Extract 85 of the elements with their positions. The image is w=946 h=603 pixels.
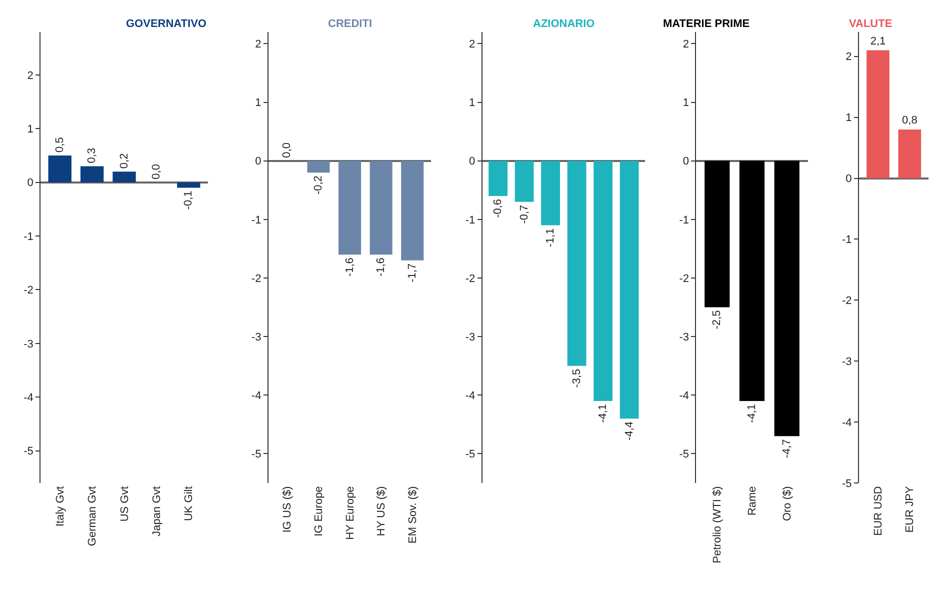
bar [80,166,104,182]
y-tick-label: -5 [251,448,262,461]
y-tick-label: 2 [468,38,476,51]
y-tick-label: 1 [27,123,34,136]
y-tick-label: 0 [27,177,34,190]
y-tick-label: -4 [251,390,262,402]
chart-title: MATERIE PRIME [663,18,750,30]
data-label: 0,0 [150,164,162,180]
bar [112,172,136,182]
y-tick-label: 2 [682,38,689,51]
x-tick-label: IG Europe [313,486,326,536]
data-label: -3,5 [570,368,583,388]
y-tick-label: -3 [251,331,262,344]
data-label: 0,2 [118,153,130,169]
data-label: -0,7 [518,204,530,224]
y-tick-label: -4 [24,392,34,404]
y-tick-label: -2 [24,284,34,297]
y-tick-label: -5 [679,448,689,461]
y-tick-label: -3 [679,331,689,344]
y-tick-label: 0 [846,173,852,186]
y-tick-label: -2 [679,272,689,285]
data-label: -4,4 [623,422,636,440]
y-tick-label: -1 [24,230,34,243]
y-tick-label: 2 [255,38,262,51]
data-label: 0,3 [86,148,98,164]
x-tick-label: Italy Gvt [54,486,66,527]
y-tick-label: -5 [24,446,34,458]
y-tick-label: -2 [465,272,476,285]
y-tick-label: -4 [465,390,476,402]
x-tick-label: German Gvt [86,486,99,546]
y-tick-label: -2 [251,272,262,285]
y-tick-label: -4 [679,390,689,402]
x-tick-label: EUR JPY [904,486,916,533]
y-tick-label: -3 [842,356,852,368]
data-label: -1,1 [544,228,557,248]
data-label: -1,6 [375,258,388,277]
data-label: -4,1 [597,404,610,423]
y-tick-label: 0 [255,156,262,168]
x-tick-label: IG US ($) [282,486,294,533]
y-tick-label: 1 [846,112,852,124]
y-tick-label: 1 [255,97,262,110]
bar [48,155,72,182]
data-label: -4,7 [780,439,793,458]
data-label: -1,6 [344,258,356,277]
y-tick-label: -1 [251,214,262,226]
x-tick-label: EM Sov. ($) [406,486,419,544]
y-tick-label: -4 [842,416,852,429]
x-tick-label: Petrolio (WTI $) [712,486,724,564]
x-tick-label: US Gvt [118,486,131,522]
x-tick-label: UK Gilt [183,486,196,522]
data-label: 0,8 [902,114,918,127]
x-tick-label: HY US ($) [376,486,388,536]
y-tick-label: 1 [468,97,476,110]
y-tick-label: -5 [842,478,852,490]
data-label: -4,1 [746,404,758,423]
y-tick-label: 2 [846,51,852,64]
data-label: 2,1 [870,35,886,48]
data-label: -2,5 [711,310,724,330]
chart-title: CREDITI [328,18,372,30]
chart-title: VALUTE [849,18,892,30]
x-tick-label: Oro ($) [781,486,794,522]
bar [177,182,200,188]
y-tick-label: 0 [468,156,476,168]
data-label: -0,1 [182,190,195,210]
y-tick-label: 1 [682,97,689,110]
y-tick-label: -2 [842,295,852,308]
x-tick-label: Japan Gvt [151,486,164,536]
x-tick-label: EUR USD [872,486,885,536]
data-label: -0,2 [312,176,324,195]
y-tick-label: -3 [465,331,476,344]
y-tick-label: 2 [27,70,34,82]
chart-title: AZIONARIO [533,18,596,30]
x-tick-label: HY Europe [344,486,356,540]
y-tick-label: -1 [465,214,476,226]
chart-title: GOVERNATIVO [126,18,207,30]
y-tick-label: -3 [24,338,34,350]
data-label: 0,5 [54,137,66,152]
y-tick-label: -1 [842,234,852,246]
x-tick-label: Rame [746,486,759,516]
data-label: 0,0 [281,142,294,158]
y-tick-label: -1 [679,214,689,226]
y-tick-label: -5 [465,448,476,461]
y-tick-label: 0 [682,156,689,168]
data-label: -0,6 [492,199,504,218]
data-label: -1,7 [406,263,418,282]
